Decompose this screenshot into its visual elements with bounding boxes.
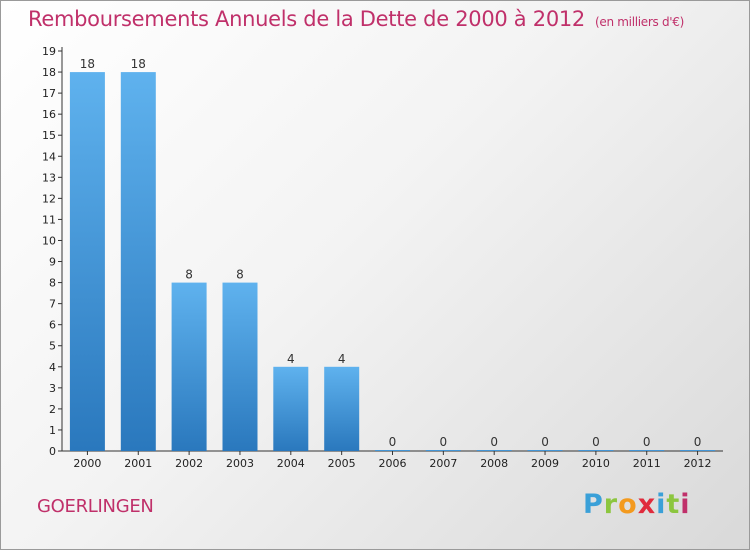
x-tick-label: 2009 [531, 457, 559, 470]
x-tick-label: 2005 [328, 457, 356, 470]
y-tick-label: 14 [42, 150, 56, 163]
x-tick-label: 2006 [379, 457, 407, 470]
bar-value-label: 0 [541, 435, 549, 449]
y-tick-label: 7 [49, 298, 56, 311]
x-tick-label: 2001 [124, 457, 152, 470]
y-tick-label: 9 [49, 256, 56, 269]
chart-title: Remboursements Annuels de la Dette de 20… [28, 7, 684, 31]
x-tick-label: 2000 [73, 457, 101, 470]
y-tick-label: 3 [49, 382, 56, 395]
x-tick-label: 2004 [277, 457, 305, 470]
bar [629, 450, 665, 451]
bar [375, 450, 410, 451]
y-tick-label: 17 [42, 87, 56, 100]
bar-value-label: 4 [287, 352, 295, 366]
y-tick-label: 18 [42, 66, 56, 79]
x-tick-label: 2012 [684, 457, 712, 470]
bar-value-label: 0 [389, 435, 397, 449]
logo-letter: i [656, 489, 667, 520]
bar [171, 282, 207, 451]
x-tick-label: 2010 [582, 457, 610, 470]
bar [680, 450, 716, 451]
bar [324, 366, 360, 451]
bar [527, 450, 563, 451]
proxiti-logo: Proxiti [583, 489, 691, 520]
bar-value-label: 8 [236, 268, 244, 282]
y-tick-label: 13 [42, 171, 56, 184]
y-tick-label: 0 [49, 445, 56, 458]
bar [425, 450, 461, 451]
bar-value-label: 0 [694, 435, 702, 449]
logo-letter: o [618, 489, 638, 520]
x-tick-label: 2008 [480, 457, 508, 470]
y-tick-label: 6 [49, 319, 56, 332]
chart-axes [58, 47, 723, 455]
y-tick-label: 4 [49, 361, 56, 374]
chart-labels: 0123456789101112131415161718192000182001… [42, 45, 712, 470]
y-tick-label: 11 [42, 213, 56, 226]
bar-value-label: 0 [490, 435, 498, 449]
bar [120, 72, 156, 451]
bar [273, 366, 309, 451]
chart-title-text: Remboursements Annuels de la Dette de 20… [28, 7, 585, 31]
bar [222, 282, 258, 451]
bar [476, 450, 512, 451]
y-tick-label: 8 [49, 277, 56, 290]
bar-value-label: 4 [338, 352, 346, 366]
y-tick-label: 10 [42, 234, 56, 247]
x-tick-label: 2003 [226, 457, 254, 470]
y-tick-label: 16 [42, 108, 56, 121]
y-tick-label: 19 [42, 45, 56, 58]
x-tick-label: 2011 [633, 457, 661, 470]
bar-value-label: 0 [592, 435, 600, 449]
logo-letter: r [603, 489, 619, 520]
y-tick-label: 1 [49, 424, 56, 437]
y-tick-label: 15 [42, 129, 56, 142]
bar-value-label: 18 [80, 57, 95, 71]
x-tick-label: 2007 [429, 457, 457, 470]
bar-value-label: 18 [131, 57, 146, 71]
y-tick-label: 5 [49, 340, 56, 353]
bar [578, 450, 614, 451]
logo-letter: P [583, 489, 604, 520]
logo-letter: i [680, 489, 691, 520]
commune-name: GOERLINGEN [37, 496, 154, 517]
logo-letter: x [637, 489, 657, 520]
logo-letter: t [666, 489, 681, 520]
y-tick-label: 2 [49, 403, 56, 416]
bar [69, 72, 105, 451]
bar-value-label: 0 [440, 435, 448, 449]
chart-bars [69, 72, 716, 451]
chart-unit-note: (en milliers d'€) [595, 15, 685, 29]
bar-value-label: 0 [643, 435, 651, 449]
y-tick-label: 12 [42, 192, 56, 205]
bar-value-label: 8 [185, 268, 193, 282]
x-tick-label: 2002 [175, 457, 203, 470]
